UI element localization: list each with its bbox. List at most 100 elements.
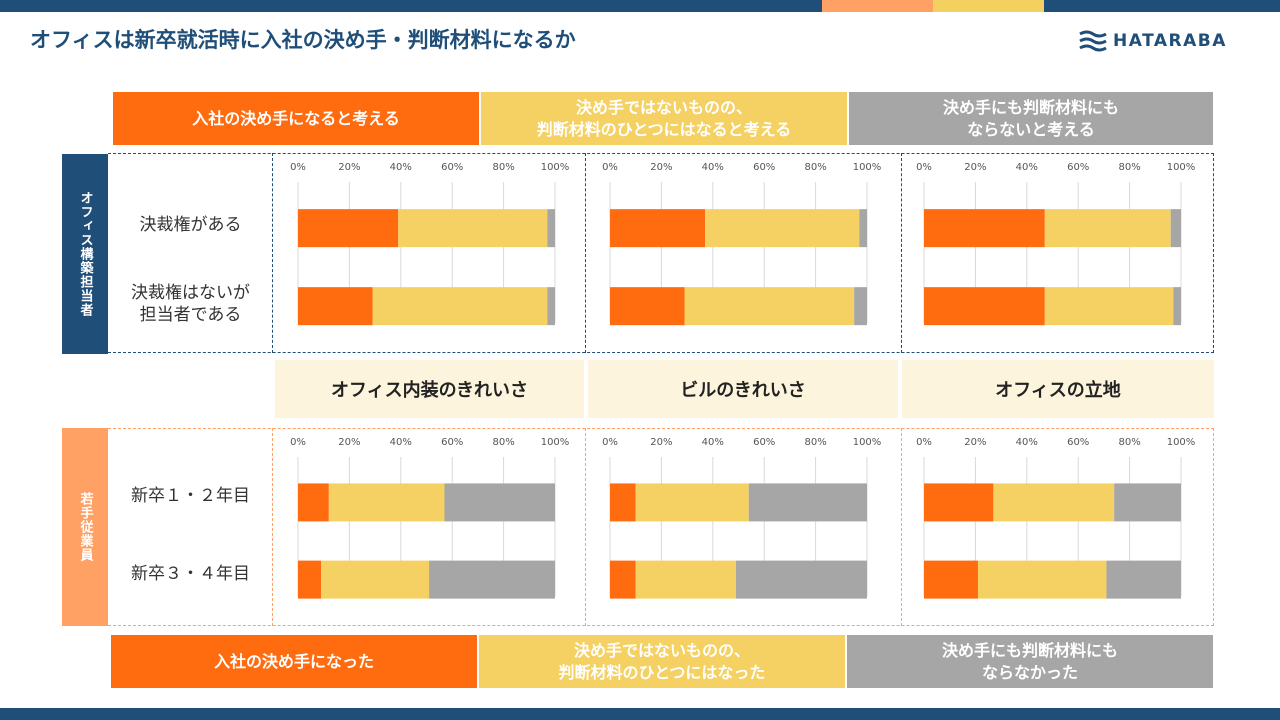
- bar-segment-decisive: [924, 287, 1045, 326]
- bottom-group-frame: [108, 428, 1214, 626]
- logo-text: HATARABA: [1113, 31, 1227, 51]
- tick-label: 80%: [492, 437, 514, 448]
- top-bar-accent-yellow: [933, 0, 1044, 12]
- bar-segment-factor: [635, 560, 736, 599]
- tick-label: 20%: [964, 437, 986, 448]
- bottom-panel-divider-1: [272, 428, 586, 626]
- tick-label: 100%: [853, 437, 882, 448]
- legend-top-factor: 決め手ではないものの、 判断材料のひとつにはなると考える: [481, 92, 847, 145]
- bar-segment-decisive: [610, 287, 685, 326]
- row-label-top-1: 決裁権がある: [139, 215, 242, 235]
- row-label-bottom-2: 新卒３・４年目: [131, 564, 250, 584]
- tick-label: 60%: [753, 162, 775, 173]
- tick-label: 100%: [541, 437, 570, 448]
- bar-segment-factor: [328, 483, 445, 522]
- bar-segment-decisive: [610, 209, 706, 248]
- bar-segment-neither: [1106, 560, 1181, 599]
- bar-segment-factor: [1044, 287, 1174, 326]
- tick-label: 0%: [290, 162, 306, 173]
- row-label-bottom-1: 新卒１・２年目: [131, 486, 250, 506]
- bar-segment-decisive: [610, 560, 636, 599]
- chart-bottom-building: 0% 20% 40% 60% 80% 100%: [602, 437, 882, 599]
- bar-segment-neither: [1170, 209, 1181, 248]
- bar-segment-decisive: [924, 483, 994, 522]
- bar-segment-decisive: [298, 287, 373, 326]
- bar-segment-factor: [372, 287, 548, 326]
- bar-segment-factor: [1044, 209, 1171, 248]
- page-title: オフィスは新卒就活時に入社の決め手・判断材料になるか: [30, 28, 576, 52]
- bar-segment-decisive: [924, 209, 1045, 248]
- bar-segment-decisive: [610, 483, 636, 522]
- bar-segment-factor: [977, 560, 1107, 599]
- category-header-building: ビルのきれいさ: [588, 360, 898, 418]
- tick-label: 0%: [602, 162, 618, 173]
- legend-bottom-neither: 決め手にも判断材料にも ならなかった: [847, 635, 1213, 688]
- tick-label: 0%: [290, 437, 306, 448]
- bottom-bar: [0, 708, 1280, 720]
- bar-segment-decisive: [924, 560, 978, 599]
- chart-top-building: 0% 20% 40% 60% 80% 100%: [602, 162, 882, 326]
- tick-label: 20%: [338, 437, 360, 448]
- tick-label: 40%: [702, 162, 724, 173]
- tick-label: 60%: [753, 437, 775, 448]
- bar-segment-neither: [1173, 287, 1181, 326]
- bottom-panel-divider-2: [586, 428, 902, 626]
- bar-segment-neither: [1114, 483, 1181, 522]
- bar-segment-neither: [859, 209, 867, 248]
- group-label-office-staff: オフィス構築担当者: [62, 154, 108, 354]
- tick-label: 80%: [804, 162, 826, 173]
- legend-bottom-factor: 決め手ではないものの、 判断材料のひとつにはなった: [479, 635, 845, 688]
- tick-label: 60%: [1067, 437, 1089, 448]
- category-header-interior: オフィス内装のきれいさ: [275, 360, 584, 418]
- bar-segment-factor: [398, 209, 548, 248]
- bar-segment-factor: [993, 483, 1115, 522]
- tick-label: 0%: [602, 437, 618, 448]
- tick-label: 80%: [1118, 162, 1140, 173]
- row-label-top-2: 決裁権はないが 担当者である: [131, 283, 250, 325]
- tick-label: 100%: [1167, 162, 1196, 173]
- top-bar: [0, 0, 1280, 12]
- tick-label: 40%: [1016, 437, 1038, 448]
- tick-label: 40%: [1016, 162, 1038, 173]
- bar-segment-decisive: [298, 560, 322, 599]
- bar-segment-factor: [684, 287, 855, 326]
- bar-segment-neither: [854, 287, 867, 326]
- bar-segment-neither: [444, 483, 555, 522]
- bar-segment-neither: [735, 560, 867, 599]
- tick-label: 60%: [441, 162, 463, 173]
- tick-label: 20%: [338, 162, 360, 173]
- bar-segment-factor: [635, 483, 749, 522]
- category-header-location: オフィスの立地: [902, 360, 1214, 418]
- tick-label: 60%: [441, 437, 463, 448]
- top-panel-divider-2: [586, 153, 902, 353]
- top-bar-accent-orange: [822, 0, 933, 12]
- chart-top-interior: 0% 20% 40% 60% 80% 100%: [290, 162, 570, 326]
- tick-label: 40%: [390, 162, 412, 173]
- tick-label: 100%: [853, 162, 882, 173]
- bar-segment-factor: [705, 209, 860, 248]
- chart-bottom-location: 0% 20% 40% 60% 80% 100%: [916, 437, 1196, 599]
- legend-bottom-decisive: 入社の決め手になった: [111, 635, 477, 688]
- tick-label: 60%: [1067, 162, 1089, 173]
- logo: HATARABA: [1078, 29, 1227, 53]
- bar-segment-decisive: [298, 209, 399, 248]
- legend-top-decisive: 入社の決め手になると考える: [113, 92, 479, 145]
- tick-label: 20%: [650, 162, 672, 173]
- logo-mark-icon: [1079, 30, 1107, 52]
- tick-label: 100%: [541, 162, 570, 173]
- tick-label: 40%: [702, 437, 724, 448]
- legend-top-neither: 決め手にも判断材料にも ならないと考える: [849, 92, 1213, 145]
- tick-label: 0%: [916, 162, 932, 173]
- tick-label: 40%: [390, 437, 412, 448]
- chart-top-location: 0% 20% 40% 60% 80% 100%: [916, 162, 1196, 326]
- bar-segment-neither: [429, 560, 555, 599]
- bar-segment-factor: [321, 560, 430, 599]
- bar-segment-neither: [547, 287, 555, 326]
- tick-label: 20%: [964, 162, 986, 173]
- tick-label: 80%: [492, 162, 514, 173]
- top-panel-divider-1: [272, 153, 586, 353]
- tick-label: 80%: [1118, 437, 1140, 448]
- tick-label: 100%: [1167, 437, 1196, 448]
- tick-label: 80%: [804, 437, 826, 448]
- bar-segment-neither: [748, 483, 867, 522]
